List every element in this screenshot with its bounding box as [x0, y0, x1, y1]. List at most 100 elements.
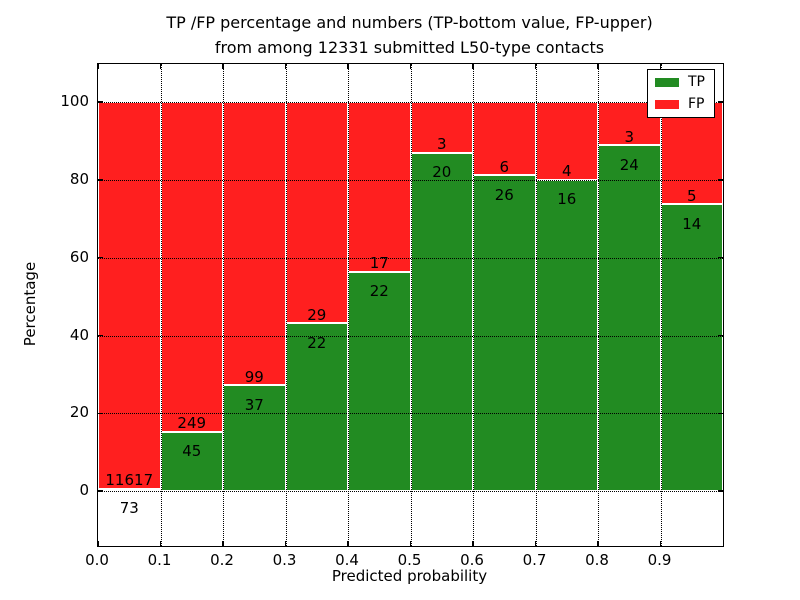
fp-count-label: 3 [624, 127, 635, 146]
tp-count-label: 22 [307, 333, 327, 352]
x-tick-label: 0.8 [585, 551, 609, 569]
x-axis-tick-top [222, 64, 224, 69]
y-axis-tick-right [718, 490, 723, 492]
x-axis-tick [347, 541, 349, 546]
tp-bar-segment [410, 152, 473, 492]
x-tick-label: 0.5 [397, 551, 422, 569]
y-axis-tick [98, 412, 103, 415]
fp-count-label: 11617 [105, 471, 154, 490]
tp-bar-segment [160, 431, 223, 492]
y-axis-tick-right [718, 179, 723, 181]
fp-count-label: 249 [177, 414, 207, 433]
x-axis-tick [472, 541, 474, 546]
chart-title: TP /FP percentage and numbers (TP-bottom… [97, 10, 722, 60]
vertical-gridline [223, 64, 224, 546]
tp-bar-segment [348, 271, 411, 492]
x-tick-label: 0.2 [210, 551, 234, 569]
vertical-gridline [473, 64, 474, 546]
x-axis-tick [534, 541, 537, 546]
tp-legend-label: TP [688, 74, 705, 90]
x-tick-label: 0.7 [522, 551, 547, 569]
legend: TP FP [647, 69, 715, 118]
x-axis-tick [97, 541, 99, 546]
fp-bar-segment [98, 102, 161, 489]
fp-bar-segment [660, 102, 723, 205]
y-tick-label: 100 [60, 92, 89, 111]
chart-title-line1: TP /FP percentage and numbers (TP-bottom… [166, 13, 653, 32]
fp-bar-segment [348, 102, 411, 272]
vertical-gridline [285, 64, 287, 546]
x-axis-tick [284, 541, 287, 546]
y-axis-tick [98, 101, 103, 103]
tp-count-label: 24 [619, 155, 639, 174]
tp-bar-segment [598, 145, 661, 492]
x-axis-label: Predicted probability [331, 567, 488, 585]
fp-count-label: 4 [561, 162, 572, 181]
y-axis-tick [98, 334, 103, 337]
tp-bar-segment [473, 175, 536, 492]
x-axis-tick-top [97, 64, 99, 69]
tp-count-label: 26 [494, 185, 514, 204]
x-tick-label: 0.9 [647, 551, 672, 569]
y-axis-tick-right [718, 101, 723, 103]
y-axis-tick-right [718, 334, 723, 337]
fp-bar-segment [473, 102, 536, 176]
tp-count-label: 16 [557, 190, 577, 209]
y-axis-tick-right [718, 412, 723, 415]
tp-bar-segment [223, 385, 286, 492]
vertical-gridline [348, 64, 349, 546]
fp-legend-label: FP [688, 96, 705, 112]
tp-count-label: 73 [119, 499, 139, 518]
fp-count-label: 99 [244, 367, 264, 386]
plot-area: TP FP 11617 73 249 45 99 37 29 22 17 22 3 20 6 26 4 16 3… [97, 63, 724, 547]
x-axis-tick-top [409, 64, 412, 69]
y-tick-label: 0 [79, 481, 89, 500]
x-axis-tick [659, 541, 662, 546]
vertical-gridline [160, 64, 162, 546]
x-axis-tick [222, 541, 224, 546]
x-tick-label: 0.3 [272, 551, 297, 569]
tp-count-label: 45 [182, 442, 202, 461]
legend-entry-fp: FP [655, 97, 705, 112]
x-tick-label: 0.0 [85, 551, 109, 569]
tp-count-label: 22 [369, 282, 389, 301]
chart-title-line2: from among 12331 submitted L50-type cont… [214, 38, 605, 57]
y-tick-label: 80 [69, 169, 89, 188]
tp-bar-segment [660, 204, 723, 492]
fp-count-label: 6 [499, 157, 510, 176]
y-tick-label: 20 [69, 403, 89, 422]
y-axis-tick [98, 490, 103, 492]
tp-bar-segment [98, 488, 161, 492]
tp-count-label: 14 [682, 214, 702, 233]
x-axis-tick [597, 541, 599, 546]
fp-bar-segment [160, 102, 223, 432]
x-axis-tick-top [534, 64, 537, 69]
fp-count-label: 3 [436, 135, 447, 154]
x-axis-tick-top [347, 64, 349, 69]
x-tick-label: 0.4 [335, 551, 359, 569]
fp-bar-segment [285, 102, 348, 324]
y-tick-label: 60 [69, 247, 89, 266]
tp-count-label: 20 [432, 163, 452, 182]
x-tick-label: 0.1 [147, 551, 172, 569]
x-axis-tick-top [472, 64, 474, 69]
fp-bar-segment [223, 102, 286, 386]
y-axis-tick [98, 256, 103, 259]
fp-count-label: 17 [369, 254, 389, 273]
x-axis-tick-top [597, 64, 599, 69]
fp-bar-segment [535, 102, 598, 180]
x-tick-label: 0.6 [460, 551, 484, 569]
y-axis-tick [98, 179, 103, 181]
y-tick-label: 40 [69, 325, 89, 344]
legend-entry-tp: TP [655, 75, 705, 90]
x-axis-tick [409, 541, 412, 546]
fp-count-label: 5 [686, 186, 697, 205]
vertical-gridline [660, 64, 662, 546]
y-axis-tick-right [718, 256, 723, 259]
x-axis-tick-top [284, 64, 287, 69]
tp-count-label: 37 [244, 395, 264, 414]
vertical-gridline [598, 64, 599, 546]
x-axis-tick-top [159, 64, 162, 69]
tp-legend-swatch [655, 78, 679, 87]
